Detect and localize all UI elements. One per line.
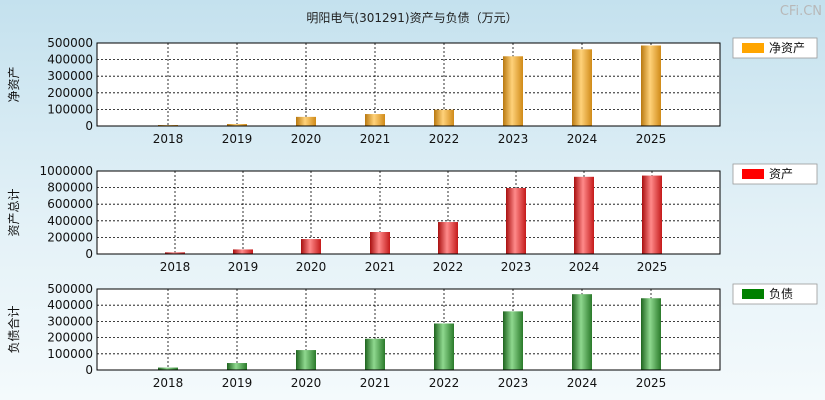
total-liabilities-legend: 负债 [732,283,818,305]
x-tick-label: 2018 [153,132,184,146]
total-liabilities-bar-2022 [434,323,454,370]
y-tick-label: 200000 [47,86,93,100]
x-tick-label: 2018 [153,376,184,390]
net-assets-legend: 净资产 [732,37,818,59]
total-liabilities-bar-2018 [158,367,178,370]
total-liabilities-y-axis-label: 负债合计 [6,305,21,353]
x-tick-label: 2022 [433,260,464,274]
y-tick-label: 500000 [47,36,93,50]
total-assets-plot-frame [96,170,721,255]
y-tick-label: 400000 [47,214,93,228]
net-assets-bar-2021 [365,114,385,126]
net-assets-bar-2022 [434,109,454,126]
legend-swatch [742,169,764,179]
total-liabilities-plot-frame [96,288,721,371]
y-tick-label: 100000 [47,347,93,361]
total-assets-plot-area [96,170,721,255]
total-assets-bar-2025 [642,175,662,254]
x-tick-label: 2020 [291,376,322,390]
x-tick-label: 2025 [637,260,668,274]
total-assets-bar-2023 [506,188,526,254]
y-tick-label: 600000 [47,197,93,211]
x-tick-label: 2021 [360,376,391,390]
y-tick-label: 0 [85,247,93,261]
net-assets-bar-2025 [641,45,661,126]
total-liabilities-panel: 500000 400000 300000 200000 100000 0 2018 2019 2… [6,282,818,390]
y-tick-label: 300000 [47,314,93,328]
y-tick-label: 300000 [47,69,93,83]
y-tick-label: 0 [85,363,93,377]
x-tick-label: 2021 [360,132,391,146]
y-tick-label: 400000 [47,53,93,67]
legend-label: 负债 [769,287,793,301]
total-assets-panel: 1000000 800000 600000 400000 200000 0 2018 2019… [7,163,818,274]
x-tick-label: 2024 [567,132,598,146]
total-liabilities-bar-2023 [503,311,523,370]
net-assets-bar-2024 [572,49,592,126]
total-assets-bar-2021 [370,232,390,254]
total-assets-bar-2019 [233,249,253,254]
x-tick-label: 2019 [222,376,253,390]
x-tick-label: 2025 [636,376,667,390]
y-tick-label: 800000 [47,181,93,195]
y-tick-label: 100000 [47,102,93,116]
legend-swatch [742,43,764,53]
x-tick-label: 2020 [291,132,322,146]
net-assets-bar-2020 [296,116,316,126]
total-liabilities-bar-2020 [296,350,316,370]
x-tick-label: 2022 [429,376,460,390]
total-liabilities-plot-area [96,288,721,371]
y-tick-label: 0 [85,119,93,133]
watermark: CFi.CN [780,4,822,19]
x-tick-label: 2022 [429,132,460,146]
total-liabilities-bar-2024 [572,294,592,370]
x-tick-label: 2018 [160,260,191,274]
legend-label: 资产 [769,167,793,181]
x-tick-label: 2023 [498,376,529,390]
total-liabilities-bar-2019 [227,363,247,370]
net-assets-bar-2023 [503,56,523,126]
x-tick-label: 2025 [636,132,667,146]
total-assets-y-axis-label: 资产总计 [7,188,21,236]
net-assets-panel: 500000 400000 300000 200000 100000 0 2018 2019 2… [7,36,818,146]
total-liabilities-bar-2025 [641,298,661,370]
x-tick-label: 2023 [501,260,532,274]
total-liabilities-bar-2021 [365,338,385,370]
total-assets-bar-2020 [301,239,321,254]
total-assets-bar-2022 [438,222,458,254]
net-assets-plot-frame [96,42,721,127]
x-tick-label: 2019 [222,132,253,146]
y-tick-label: 500000 [47,282,93,296]
x-tick-label: 2024 [567,376,598,390]
net-assets-plot-area [96,42,721,127]
x-tick-label: 2023 [498,132,529,146]
legend-swatch [742,289,764,299]
total-assets-bar-2018 [165,252,185,254]
chart-title: 明阳电气(301291)资产与负债（万元） [306,10,517,25]
y-tick-label: 400000 [47,298,93,312]
y-tick-label: 200000 [47,230,93,244]
x-tick-label: 2019 [228,260,259,274]
x-tick-label: 2024 [569,260,600,274]
net-assets-y-axis-label: 净资产 [7,66,21,102]
y-tick-label: 1000000 [40,164,93,178]
x-tick-label: 2020 [296,260,327,274]
y-tick-label: 200000 [47,331,93,345]
net-assets-bar-2019 [227,124,247,126]
total-assets-legend: 资产 [732,163,818,185]
total-assets-bar-2024 [574,176,594,254]
x-tick-label: 2021 [365,260,396,274]
legend-label: 净资产 [769,41,805,55]
